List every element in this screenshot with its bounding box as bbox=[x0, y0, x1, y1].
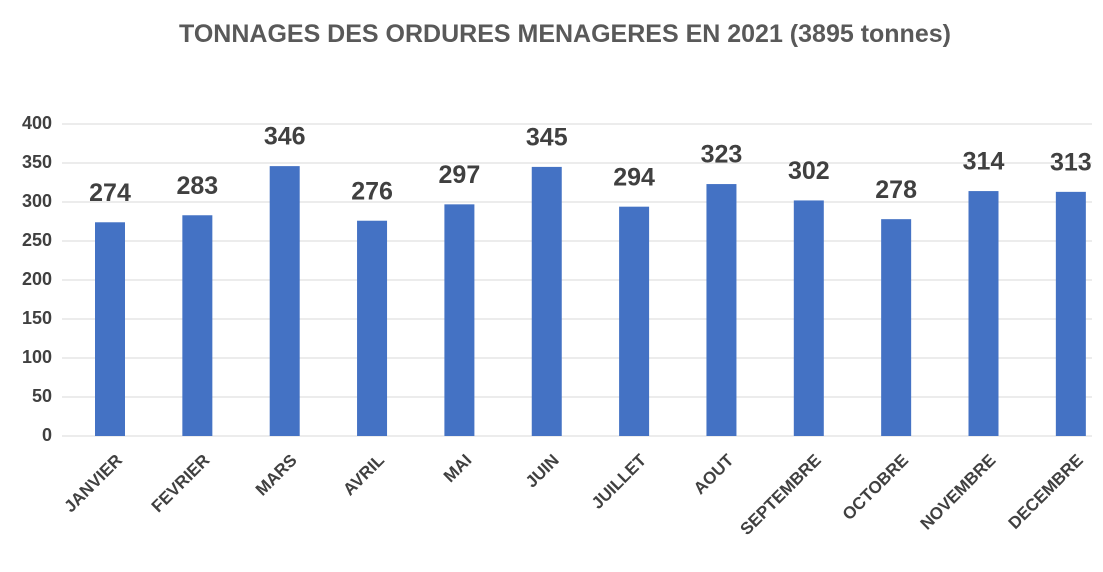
bar bbox=[706, 184, 737, 436]
x-tick-label: MAI bbox=[440, 451, 475, 486]
data-label: 323 bbox=[701, 141, 743, 169]
x-tick-label: MARS bbox=[252, 451, 301, 500]
x-tick-label: AVRIL bbox=[339, 451, 388, 500]
data-label: 313 bbox=[1050, 148, 1092, 176]
bar bbox=[531, 166, 562, 436]
y-tick-label: 100 bbox=[22, 347, 52, 367]
x-tick-label: JUIN bbox=[522, 451, 563, 492]
chart-title: TONNAGES DES ORDURES MENAGERES EN 2021 (… bbox=[179, 20, 951, 48]
y-tick-label: 50 bbox=[32, 386, 52, 406]
bar bbox=[793, 200, 824, 436]
x-tick-label: DECEMBRE bbox=[1005, 451, 1087, 533]
data-label: 297 bbox=[439, 161, 481, 189]
data-label: 283 bbox=[176, 172, 218, 200]
x-tick-label: NOVEMBRE bbox=[917, 451, 1000, 534]
data-label: 294 bbox=[613, 163, 655, 191]
y-tick-label: 150 bbox=[22, 308, 52, 328]
data-label: 346 bbox=[264, 123, 306, 151]
data-label: 314 bbox=[963, 148, 1005, 176]
bar bbox=[444, 204, 475, 436]
x-tick-label: FEVRIER bbox=[148, 451, 214, 517]
x-tick-label: AOUT bbox=[690, 450, 738, 498]
x-tick-label: JUILLET bbox=[588, 450, 651, 513]
bar bbox=[357, 220, 388, 436]
y-tick-label: 350 bbox=[22, 152, 52, 172]
data-label: 278 bbox=[875, 176, 917, 204]
bar bbox=[881, 219, 912, 436]
bar bbox=[968, 191, 999, 436]
y-tick-label: 300 bbox=[22, 191, 52, 211]
bar bbox=[269, 166, 300, 436]
x-tick-label: JANVIER bbox=[60, 451, 126, 517]
data-label: 302 bbox=[788, 157, 830, 185]
data-label: 274 bbox=[89, 179, 131, 207]
y-tick-label: 250 bbox=[22, 230, 52, 250]
bar bbox=[95, 222, 125, 436]
data-label: 276 bbox=[351, 177, 393, 205]
x-tick-label: SEPTEMBRE bbox=[737, 451, 825, 539]
bar bbox=[182, 215, 213, 436]
data-label: 345 bbox=[526, 124, 568, 152]
bar bbox=[619, 206, 650, 436]
y-tick-label: 0 bbox=[42, 425, 52, 445]
y-tick-label: 200 bbox=[22, 269, 52, 289]
y-tick-label: 400 bbox=[22, 113, 52, 133]
x-tick-label: OCTOBRE bbox=[839, 451, 912, 524]
bar bbox=[1055, 191, 1086, 436]
